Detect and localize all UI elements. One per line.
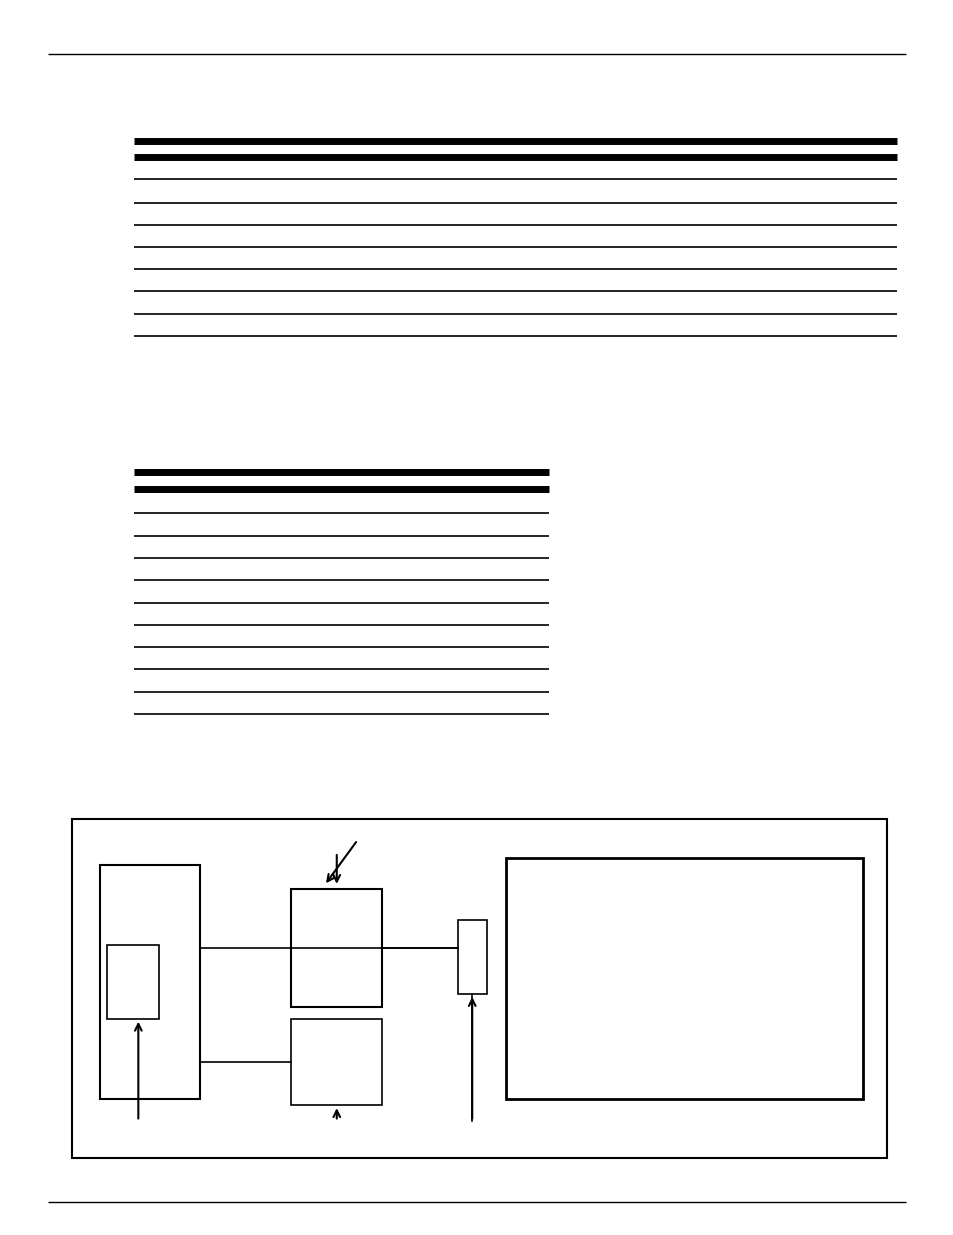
Bar <box>291 889 381 1007</box>
Bar <box>100 864 200 1099</box>
Bar <box>107 945 159 1019</box>
Bar <box>457 920 486 994</box>
Bar <box>505 858 862 1099</box>
Bar <box>71 819 886 1158</box>
Bar <box>291 1019 381 1105</box>
